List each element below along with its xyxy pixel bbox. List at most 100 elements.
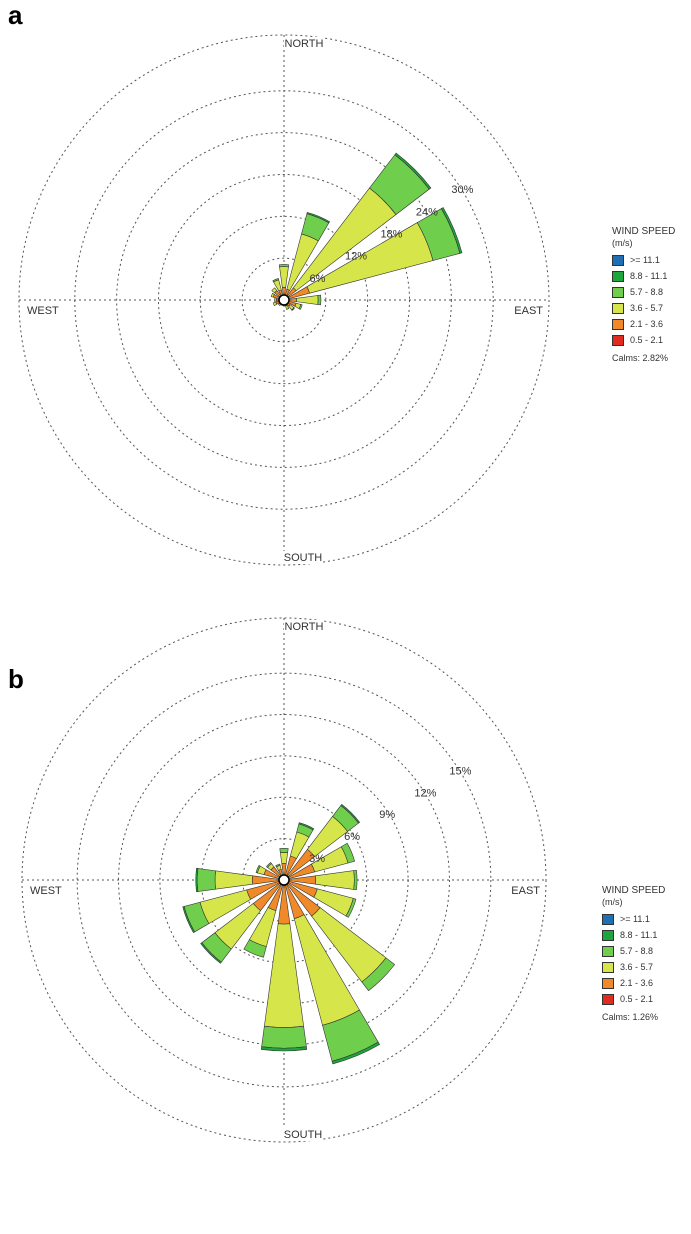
legend-label: 8.8 - 11.1 — [630, 271, 668, 281]
petal-S-5_7_8_8 — [261, 1025, 307, 1049]
ring-circle — [76, 672, 492, 1088]
petal-N-3_6_5_7 — [279, 266, 289, 288]
petal-ENE-5_7_8_8 — [340, 842, 356, 864]
compass-label-bg — [505, 304, 545, 317]
petal-S-8_8_11_1 — [260, 1046, 308, 1052]
ring-circle — [118, 714, 450, 1046]
petal-WNW-5_7_8_8 — [255, 865, 261, 874]
legend-label: 2.1 - 3.6 — [620, 978, 654, 988]
compass-label: NORTH — [285, 38, 324, 50]
petal-N-3_6_5_7 — [279, 852, 289, 864]
legend-label: 3.6 - 5.7 — [630, 303, 664, 313]
ring-label: 3% — [309, 853, 325, 865]
petal-E-5_7_8_8 — [317, 294, 322, 306]
legend-label: 5.7 - 8.8 — [620, 946, 654, 956]
legend-swatch — [612, 254, 624, 266]
petal-N-5_7_8_8 — [279, 847, 289, 854]
wind-rose-b: 3% 6% 9% 12% 15% NORTH EAST SOUTH WEST — [21, 617, 547, 1143]
legend-swatch — [612, 286, 624, 298]
compass-label: EAST — [511, 885, 540, 897]
compass-label-bg — [502, 884, 542, 897]
petal-SSW-5_7_8_8 — [243, 939, 267, 958]
petal-W-5_7_8_8 — [196, 868, 217, 892]
legend-b: WIND SPEED (m/s) >= 11.1 8.8 - 11.1 5.7 - … — [602, 885, 665, 1022]
compass-label: SOUTH — [284, 552, 323, 564]
petal-NE-8_8_11_1 — [340, 803, 361, 824]
legend-item: 8.8 - 11.1 — [612, 268, 675, 284]
ring-label: 15% — [449, 765, 471, 777]
legend-title: WIND SPEED — [602, 885, 666, 896]
legend-swatch — [612, 334, 624, 346]
petal-NNW-5_7_8_8 — [272, 278, 280, 283]
petal-WSW-3_6_5_7 — [272, 301, 278, 307]
legend-swatch — [602, 913, 614, 925]
petal-N-5_7_8_8 — [278, 264, 290, 268]
legend-label: >= 11.1 — [620, 914, 650, 924]
legend-item: 8.8 - 11.1 — [602, 927, 665, 943]
calm-center — [278, 294, 290, 306]
petal-E-3_6_5_7 — [315, 870, 355, 890]
compass-label-bg — [27, 304, 67, 317]
outer-ring — [18, 34, 550, 566]
wind-rose-a: 6% 12% 18% 24% 30% NORTH EAST SOUTH WEST — [18, 34, 550, 566]
petal-SW-8_8_11_1 — [200, 942, 222, 964]
calm-center — [278, 874, 290, 886]
legend-item: >= 11.1 — [612, 252, 675, 268]
legend-unit: (m/s) — [602, 897, 623, 907]
petal-WNW-3_6_5_7 — [270, 292, 275, 298]
legend-swatch — [602, 945, 614, 957]
ring-label: 12% — [345, 251, 367, 263]
legend-swatch — [602, 993, 614, 1005]
petal-SSE-3_6_5_7 — [285, 305, 290, 310]
legend-label: 0.5 - 2.1 — [630, 335, 664, 345]
compass-label-bg — [283, 551, 323, 564]
legend-label: 8.8 - 11.1 — [620, 930, 658, 940]
petal-W-8_8_11_1 — [195, 867, 199, 893]
legend-item: 5.7 - 8.8 — [612, 284, 675, 300]
legend-label: >= 11.1 — [630, 255, 660, 265]
legend-swatch — [612, 302, 624, 314]
legend-item: 2.1 - 3.6 — [612, 316, 675, 332]
ring-label: 6% — [309, 273, 325, 285]
legend-calms: Calms: 2.82% — [612, 353, 669, 363]
petal-S-3_6_5_7 — [264, 923, 304, 1028]
panel-label-a: a — [8, 0, 23, 30]
compass-label: WEST — [27, 305, 59, 317]
legend-item: 2.1 - 3.6 — [602, 975, 665, 991]
petal-E-5_7_8_8 — [353, 869, 358, 891]
ring-circle — [199, 215, 369, 385]
legend-swatch — [612, 270, 624, 282]
legend-rows: >= 11.1 8.8 - 11.1 5.7 - 8.8 3.6 - 5.7 2.1 -… — [602, 911, 665, 1007]
legend-a: WIND SPEED (m/s) >= 11.1 8.8 - 11.1 5.7 - … — [612, 226, 675, 363]
petal-W-3_6_5_7 — [214, 870, 253, 890]
legend-swatch — [602, 977, 614, 989]
legend-label: 5.7 - 8.8 — [630, 287, 664, 297]
legend-item: 5.7 - 8.8 — [602, 943, 665, 959]
compass-label: SOUTH — [284, 1129, 323, 1141]
outer-ring — [21, 617, 547, 1143]
petal-ENE-8_8_11_1 — [440, 207, 463, 254]
ring-circle — [116, 132, 452, 468]
legend-item: 3.6 - 5.7 — [602, 959, 665, 975]
ring-label: 18% — [380, 228, 402, 240]
compass-label-bg — [283, 1128, 323, 1141]
petal-SE-5_7_8_8 — [291, 307, 295, 311]
legend-label: 0.5 - 2.1 — [620, 994, 654, 1004]
legend-swatch — [602, 961, 614, 973]
petal-SE-5_7_8_8 — [361, 957, 396, 992]
petal-NE-8_8_11_1 — [394, 152, 432, 190]
petal-ESE-5_7_8_8 — [298, 304, 303, 310]
compass-label: WEST — [30, 885, 62, 897]
legend-item: 0.5 - 2.1 — [612, 332, 675, 348]
ring-label: 12% — [414, 787, 436, 799]
legend-unit: (m/s) — [612, 238, 633, 248]
petal-SSE-8_8_11_1 — [331, 1041, 380, 1065]
legend-calms: Calms: 1.26% — [602, 1012, 659, 1022]
petal-NW-3_6_5_7 — [271, 287, 278, 294]
legend-item: 3.6 - 5.7 — [612, 300, 675, 316]
compass-label: EAST — [514, 305, 543, 317]
legend-title: WIND SPEED — [612, 226, 676, 237]
petal-NNW-5_7_8_8 — [275, 863, 281, 868]
petal-E-3_6_5_7 — [296, 295, 319, 305]
